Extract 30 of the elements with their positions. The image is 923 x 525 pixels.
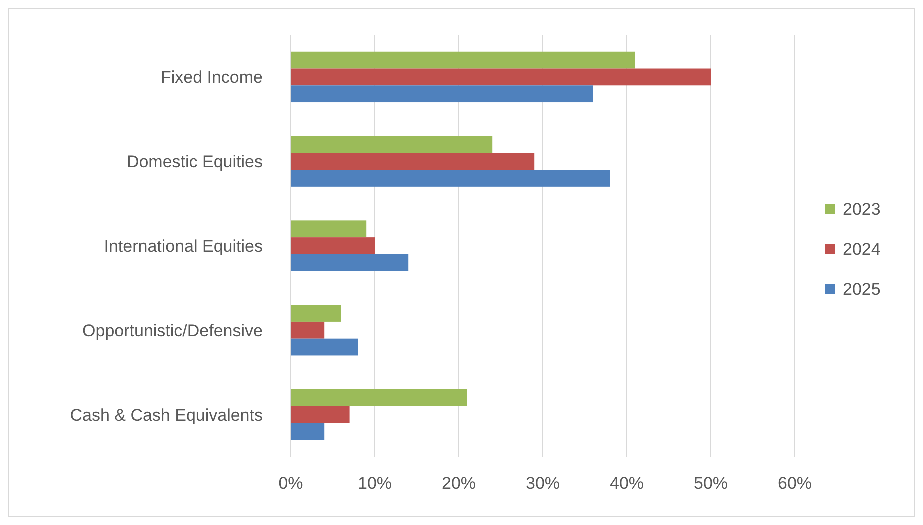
legend-label: 2024 — [843, 240, 881, 259]
y-tick-label: Opportunistic/Defensive — [82, 321, 263, 340]
bar — [291, 136, 493, 154]
y-tick-label: Cash & Cash Equivalents — [70, 406, 263, 425]
y-tick-label: Fixed Income — [160, 68, 263, 88]
bar — [291, 423, 325, 440]
x-tick-label: 40% — [610, 474, 644, 493]
bar — [291, 86, 594, 103]
legend-label: 2025 — [843, 280, 881, 299]
bar — [291, 220, 367, 238]
bar — [291, 389, 468, 406]
bar — [291, 322, 325, 339]
bar — [291, 52, 636, 69]
x-tick-label: 60% — [778, 474, 812, 493]
bar — [291, 170, 610, 187]
y-tick-label: Domestic Equities — [126, 152, 263, 172]
legend-label: 2023 — [843, 200, 881, 219]
x-tick-label: 0% — [278, 474, 304, 493]
x-tick-label: 20% — [442, 474, 476, 493]
bar — [291, 153, 535, 170]
bar — [291, 406, 350, 424]
x-tick-label: 10% — [358, 474, 392, 493]
bar — [291, 254, 409, 272]
x-tick-label: 50% — [694, 474, 728, 493]
bar — [291, 68, 711, 86]
bar — [291, 338, 358, 356]
y-tick-label: International Equities — [104, 236, 263, 256]
x-tick-label: 30% — [526, 474, 560, 493]
bar — [291, 305, 342, 322]
bar — [291, 238, 375, 254]
